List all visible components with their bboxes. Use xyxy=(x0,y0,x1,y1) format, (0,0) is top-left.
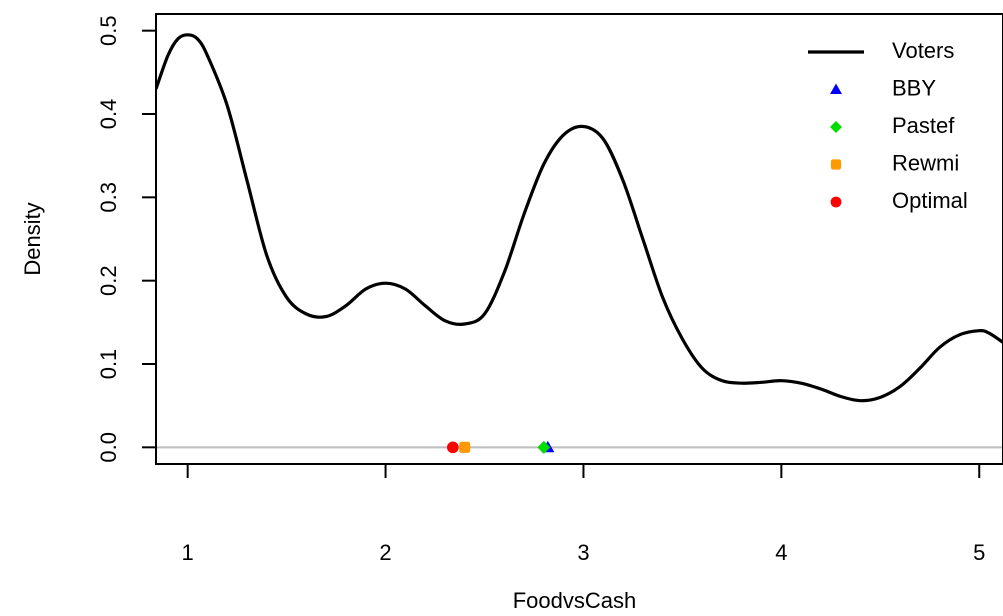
legend: Voters BBY Pastef Rewmi Optimal xyxy=(808,38,968,213)
legend-symbol-rewmi xyxy=(830,159,842,170)
y-axis-title: Density xyxy=(20,202,45,275)
plot-frame xyxy=(155,13,1003,465)
legend-symbol-bby xyxy=(830,83,842,94)
x-tick-label: 3 xyxy=(577,540,589,565)
x-tick-label: 2 xyxy=(379,540,391,565)
marker-pastef xyxy=(537,440,551,454)
series-line-voters xyxy=(156,33,1003,403)
x-axis: 1 2 3 4 5 xyxy=(182,464,985,565)
y-tick-label: 0.4 xyxy=(96,99,121,130)
x-tick-label: 5 xyxy=(973,540,985,565)
marker-optimal xyxy=(446,441,459,454)
y-tick-label: 0.0 xyxy=(96,432,121,463)
legend-label-voters: Voters xyxy=(892,38,954,63)
y-axis: 0.0 0.1 0.2 0.3 0.4 0.5 xyxy=(96,15,156,463)
marker-rewmi xyxy=(459,441,471,453)
x-tick-label: 1 xyxy=(182,540,194,565)
x-tick-label: 4 xyxy=(775,540,787,565)
legend-label-pastef: Pastef xyxy=(892,113,955,138)
y-tick-label: 0.2 xyxy=(96,265,121,296)
legend-label-optimal: Optimal xyxy=(892,188,968,213)
x-axis-title: FoodvsCash xyxy=(513,588,637,613)
legend-label-bby: BBY xyxy=(892,75,936,100)
legend-symbol-optimal xyxy=(830,196,842,208)
legend-symbol-pastef xyxy=(830,121,842,133)
y-tick-label: 0.5 xyxy=(96,15,121,46)
legend-label-rewmi: Rewmi xyxy=(892,150,959,175)
y-tick-label: 0.3 xyxy=(96,182,121,213)
y-tick-label: 0.1 xyxy=(96,349,121,380)
